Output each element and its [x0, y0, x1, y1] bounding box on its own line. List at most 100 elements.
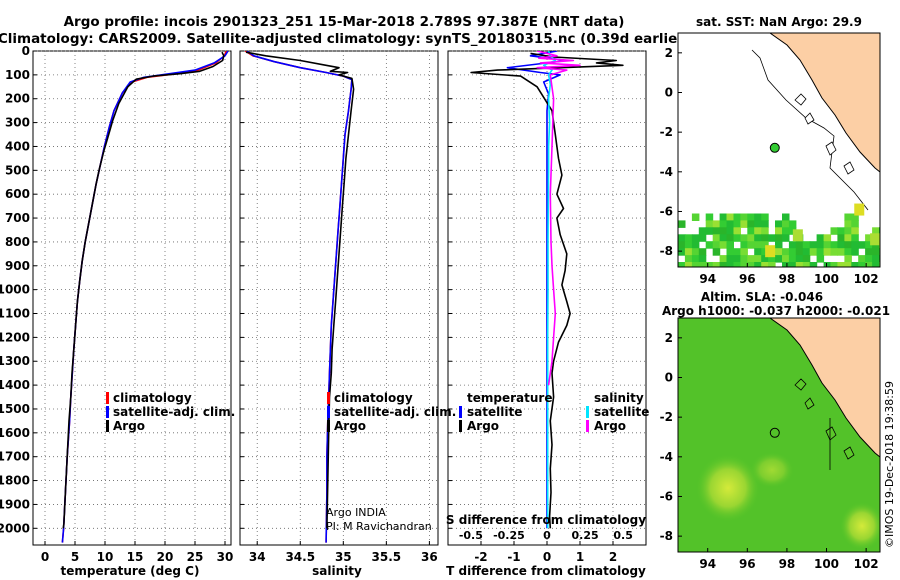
sst-cell	[740, 213, 748, 221]
map-y-tick-label: 0	[665, 85, 673, 99]
y-tick-label: 400	[5, 139, 30, 153]
salinity-xlabel: salinity	[312, 564, 362, 578]
sst-cell	[816, 248, 825, 256]
x-tick-label: 36	[421, 550, 438, 564]
sst-cell	[802, 241, 811, 249]
x-tick-label: 15	[127, 550, 144, 564]
map-x-tick-label: 102	[854, 272, 879, 286]
sumatra-land	[769, 318, 880, 458]
series-argo	[245, 51, 355, 529]
island-chain-outline	[751, 49, 869, 211]
y-tick-label: 1500	[0, 402, 30, 416]
sst-cell	[684, 248, 693, 256]
sst-cell	[775, 220, 783, 228]
sst-cell	[844, 227, 852, 235]
sst-cell	[788, 248, 797, 256]
y-tick-label: 1200	[0, 330, 30, 344]
sst-cell	[740, 241, 748, 249]
sst-cell	[865, 255, 873, 263]
sst-cell	[691, 255, 700, 263]
sst-cell	[761, 227, 769, 235]
sst-cell	[830, 248, 838, 256]
y-tick-label: 300	[5, 116, 30, 130]
sst-cell	[733, 262, 741, 267]
sst-cell	[844, 241, 852, 249]
x-tick-label: 5	[71, 550, 79, 564]
sst-cell	[754, 248, 762, 256]
legend-temperature-title: temperature	[467, 391, 552, 405]
sst-cell	[705, 241, 714, 249]
sst-cell	[795, 241, 804, 249]
legend-satellite-label: satellite-adj. clim.	[334, 405, 456, 419]
sst-cell	[782, 255, 790, 263]
sst-cell	[754, 241, 762, 249]
sst-cell	[816, 255, 825, 263]
sst-cell	[691, 234, 700, 242]
salinity-annotation-line-2: PI: M Ravichandran	[326, 520, 432, 533]
sst-cell	[691, 213, 700, 221]
series-argo	[62, 51, 225, 529]
sst-cell	[830, 241, 838, 249]
x-tick-label: 35	[335, 550, 352, 564]
sst-cell	[726, 227, 734, 235]
x-tick-label: 1	[576, 550, 584, 564]
sst-cell	[782, 220, 790, 228]
sst-cell	[684, 255, 693, 263]
sst-cell	[816, 241, 825, 249]
imos-timestamp: ©IMOS 19-Dec-2018 19:38:59	[883, 381, 896, 548]
sst-cell	[719, 234, 728, 242]
y-tick-label: 1100	[0, 307, 30, 321]
legend-satellite-swatch	[106, 406, 109, 418]
sst-cell	[712, 262, 721, 267]
sst-cell	[719, 241, 728, 249]
legend-argo-label: Argo	[113, 419, 145, 433]
legend-satellite-label: satellite-adj. clim.	[113, 405, 235, 419]
sst-cell-warm	[870, 233, 880, 246]
sst-cell	[678, 262, 686, 267]
y-tick-label: 900	[5, 259, 30, 273]
y-tick-label: 700	[5, 211, 30, 225]
sst-cell	[726, 213, 734, 221]
sst-cell	[802, 262, 811, 267]
sst-cell	[844, 255, 852, 263]
sst-cell	[795, 262, 804, 267]
sst-map-title: sat. SST: NaN Argo: 29.9	[696, 15, 862, 29]
sst-cell	[719, 227, 728, 235]
map-x-tick-label: 94	[699, 272, 716, 286]
islands	[794, 378, 855, 460]
sst-cell	[851, 248, 859, 256]
sst-cell	[837, 241, 845, 249]
temperature-legend: climatology satellite-adj. clim. Argo	[106, 391, 235, 433]
sst-cell	[775, 241, 783, 249]
sst-cell	[865, 234, 873, 242]
sst-cell	[844, 234, 852, 242]
sst-cell	[844, 248, 852, 256]
sst-cell	[851, 234, 859, 242]
sst-cell	[712, 241, 721, 249]
sst-cell	[782, 213, 790, 221]
sst-cell	[726, 262, 734, 267]
sst-map: sat. SST: NaN Argo: 29.9 94 96 98 100 102 2 0…	[660, 15, 881, 286]
sst-cell	[872, 227, 880, 235]
y-tick-label: 1300	[0, 354, 30, 368]
sst-cell	[761, 255, 769, 263]
sst-cell	[761, 248, 769, 256]
legend-t-argo-label: Argo	[467, 419, 499, 433]
x-tick-label: 2	[609, 550, 617, 564]
sla-anomaly-southeast	[840, 502, 880, 550]
argo-location-marker	[769, 427, 780, 438]
y-tick-label: 500	[5, 163, 30, 177]
sst-cell	[740, 220, 748, 228]
sst-cell	[698, 227, 707, 235]
sst-cell	[844, 262, 852, 267]
x-tick-label: 20	[157, 550, 174, 564]
temperature-axes-frame	[32, 50, 232, 546]
sst-cell	[823, 241, 832, 249]
sst-cell	[712, 234, 721, 242]
map-y-tick-label: -2	[660, 125, 673, 139]
sst-cell	[684, 241, 693, 249]
map-y-tick-label: -2	[660, 410, 673, 424]
sst-map-frame	[677, 32, 881, 268]
sst-cell	[872, 255, 880, 263]
x-tick-label: 0	[41, 550, 49, 564]
